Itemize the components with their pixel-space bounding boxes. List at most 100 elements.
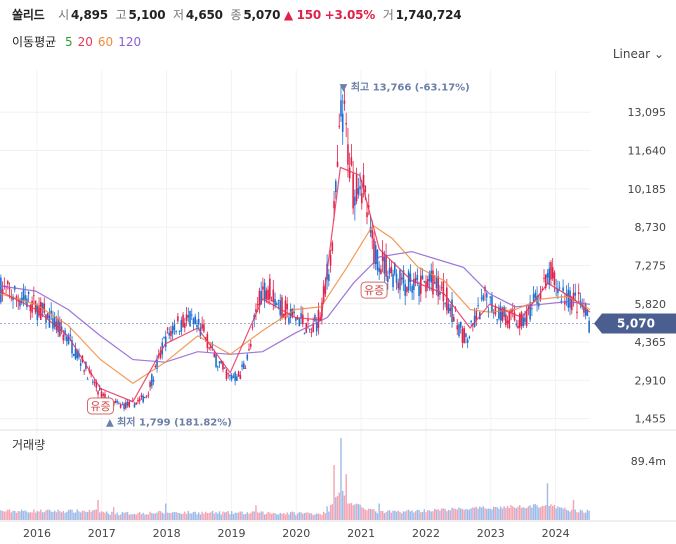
- volume-bar: [480, 507, 483, 520]
- y-tick-label: 8,730: [635, 221, 667, 234]
- volume-bar: [494, 506, 497, 520]
- volume-bar: [126, 511, 129, 520]
- candle-body: [518, 313, 521, 328]
- volume-bar: [177, 512, 179, 520]
- candle-body: [364, 185, 367, 192]
- candle-body: [223, 367, 226, 369]
- candle-body: [570, 297, 573, 311]
- candle-body: [367, 205, 370, 208]
- volume-bar: [86, 512, 89, 520]
- volume-bar: [125, 512, 127, 520]
- candle-body: [275, 303, 278, 306]
- volume-bar: [192, 511, 195, 520]
- volume-bar: [276, 514, 278, 520]
- volume-bar: [137, 513, 139, 520]
- moving-average-legend[interactable]: 이동평균 5 20 60 120: [12, 33, 151, 50]
- volume-bar: [390, 512, 393, 520]
- volume-bar: [451, 507, 453, 520]
- volume-bar: [288, 514, 290, 520]
- moving-average-label: 이동평균: [12, 35, 57, 49]
- candle-body: [26, 298, 28, 307]
- volume-bar: [230, 511, 233, 520]
- volume-bar: [191, 513, 193, 520]
- candle-body: [7, 281, 9, 285]
- volume-bar: [152, 513, 155, 520]
- volume-bar: [326, 506, 328, 520]
- candle-body: [272, 289, 275, 303]
- volume-bar: [558, 507, 561, 520]
- candle-body: [260, 290, 262, 305]
- volume-bar: [486, 508, 488, 520]
- candle-body: [449, 308, 452, 311]
- candle-body: [501, 308, 504, 322]
- volume-bar: [234, 512, 236, 520]
- volume-bar: [420, 512, 422, 520]
- volume-bar: [258, 512, 261, 520]
- candle-body: [544, 274, 547, 288]
- candle-body: [31, 300, 33, 313]
- volume-bar: [116, 512, 118, 520]
- candle-body: [83, 370, 85, 372]
- volume-bar: [220, 514, 222, 520]
- ma60-line: [0, 224, 591, 385]
- candle-body: [414, 278, 417, 283]
- candle-body: [505, 314, 507, 326]
- volume-bar: [406, 510, 408, 520]
- volume-bar: [329, 505, 332, 520]
- candle-body: [149, 381, 151, 388]
- volume-bar: [135, 514, 137, 520]
- volume-bar: [291, 511, 294, 520]
- candle-body: [36, 305, 39, 321]
- volume-bar: [520, 507, 523, 520]
- volume-bar: [463, 509, 465, 520]
- volume-bar: [510, 505, 512, 520]
- volume-bar: [272, 512, 275, 520]
- candle-body: [27, 292, 30, 295]
- volume-bar: [161, 512, 163, 520]
- volume-bar: [232, 514, 235, 520]
- candle-body: [357, 188, 360, 195]
- volume-bar: [3, 511, 6, 520]
- volume-bar: [433, 508, 436, 520]
- candle-body: [510, 309, 512, 313]
- candle-body: [53, 316, 56, 327]
- volume-bar: [555, 508, 557, 520]
- candle-body: [265, 290, 268, 300]
- volume-bar: [253, 511, 255, 520]
- volume-bar: [283, 513, 285, 520]
- volume-bar: [338, 492, 340, 520]
- volume-bar: [99, 512, 101, 520]
- candle-body: [362, 174, 365, 187]
- volume-bar: [506, 505, 509, 520]
- candle-body: [147, 394, 150, 396]
- current-price-label: 5,070: [617, 316, 655, 330]
- scale-toggle[interactable]: Linear ⌄: [613, 47, 664, 61]
- candle-body: [482, 295, 485, 301]
- candle-body: [388, 268, 391, 274]
- volume-bar: [557, 506, 559, 520]
- volume-bar: [109, 514, 111, 520]
- volume-bar: [551, 505, 554, 520]
- volume-bar: [444, 508, 446, 520]
- volume-bar: [10, 512, 12, 520]
- volume-bar: [584, 512, 587, 520]
- volume-bar: [43, 512, 45, 520]
- volume-bar: [17, 511, 19, 520]
- volume-bar: [50, 511, 52, 520]
- volume-bar: [336, 495, 339, 520]
- volume-bar: [36, 511, 39, 520]
- candle-body: [180, 319, 183, 332]
- volume-bar: [296, 513, 299, 520]
- candle-body: [15, 296, 18, 299]
- x-tick-label: 2023: [477, 527, 505, 540]
- candle-body: [156, 359, 158, 370]
- candle-body: [315, 322, 318, 332]
- volume-bar: [305, 512, 307, 520]
- volume-bar: [83, 510, 85, 520]
- candle-body: [463, 328, 465, 344]
- x-tick-label: 2021: [347, 527, 375, 540]
- volume-bar: [175, 511, 177, 520]
- volume-bar: [236, 512, 238, 520]
- volume-bar: [564, 507, 566, 520]
